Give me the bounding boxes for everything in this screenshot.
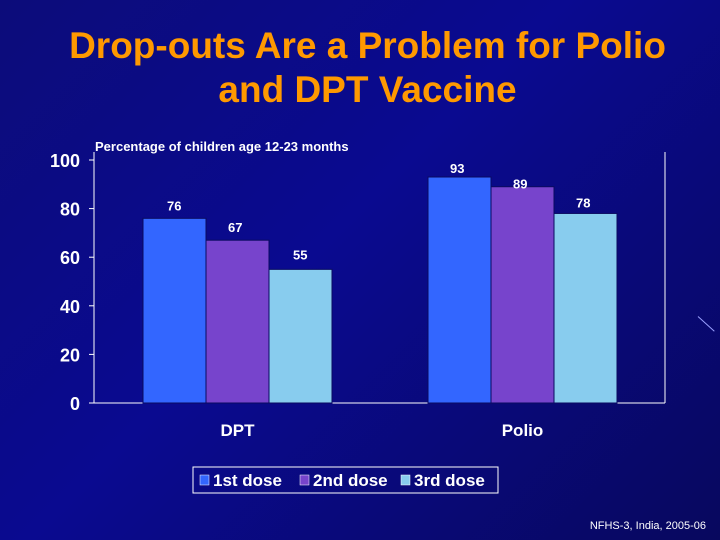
y-tick-label: 60	[60, 248, 80, 268]
legend-label: 3rd dose	[414, 471, 485, 490]
legend-label: 1st dose	[213, 471, 282, 490]
source-note: NFHS-3, India, 2005-06	[589, 520, 706, 532]
x-tick-label: DPT	[221, 421, 256, 440]
slide-title-line2: and DPT Vaccine	[218, 69, 517, 110]
data-label: 78	[576, 195, 590, 210]
bar-dpt-1st-dose	[142, 217, 207, 404]
bar-polio-3rd-dose	[553, 212, 618, 404]
slide-title: Drop-outs Are a Problem for Polio and DP…	[0, 24, 720, 112]
bar-polio-2nd-dose	[490, 186, 555, 404]
legend-swatch-1st-dose	[199, 474, 210, 486]
legend-swatch-2nd-dose	[299, 474, 310, 486]
data-label: 55	[293, 247, 307, 262]
y-tick-label: 20	[60, 345, 80, 365]
slide-title-line1: Drop-outs Are a Problem for Polio	[69, 25, 666, 66]
data-label: 76	[167, 198, 181, 213]
data-label: 93	[450, 161, 464, 176]
y-tick-label: 100	[50, 151, 80, 171]
legend-box	[192, 466, 499, 494]
bar-dpt-2nd-dose	[205, 239, 270, 404]
y-tick-label: 40	[60, 297, 80, 317]
x-tick-label: Polio	[502, 421, 544, 440]
bar-dpt-3rd-dose	[268, 268, 333, 404]
legend-label: 2nd dose	[313, 471, 388, 490]
legend-swatch-3rd-dose	[400, 474, 411, 486]
y-tick-label: 80	[60, 200, 80, 220]
data-label: 89	[513, 177, 527, 192]
bar-polio-1st-dose	[427, 176, 492, 404]
chart-title: Percentage of children age 12-23 months	[95, 139, 349, 154]
y-tick-label: 0	[70, 394, 80, 414]
data-label: 67	[228, 220, 242, 235]
